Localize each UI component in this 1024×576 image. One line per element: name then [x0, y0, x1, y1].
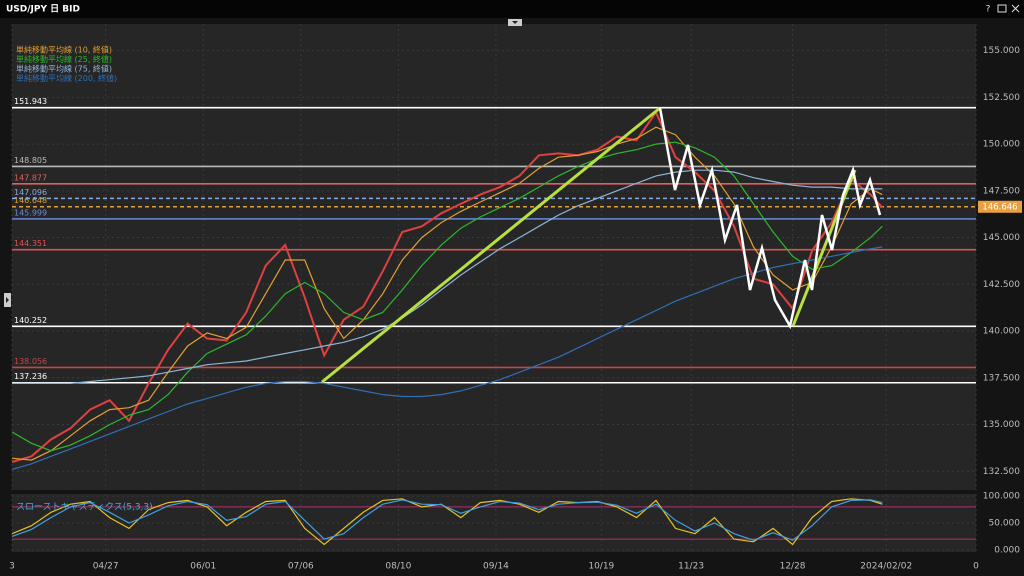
y-tick-label: 100.000: [983, 492, 1020, 502]
legend-entry: 単純移動平均線 (200, 終値): [16, 73, 117, 83]
series-line: [11, 498, 883, 546]
y-tick-label: 132.500: [983, 467, 1020, 477]
x-tick-label: 04/27: [93, 562, 119, 572]
side-icon: [6, 297, 9, 303]
series-line: [11, 246, 883, 470]
x-tick-label: 12/28: [780, 562, 806, 572]
legend-entry: 単純移動平均線 (10, 終値): [16, 45, 112, 55]
close-button[interactable]: [1011, 4, 1020, 13]
y-tick-label: 152.500: [983, 93, 1020, 103]
level-label: 137.236: [14, 372, 47, 381]
level-label: 147.096: [14, 188, 47, 197]
trend-line: [321, 106, 661, 384]
level-label: 138.056: [14, 357, 47, 366]
title-bar: [0, 0, 1024, 18]
collapse-icon: [512, 21, 518, 24]
level-label: 151.943: [14, 97, 47, 106]
plot-layer: 132.500 135.000 137.500 140.000 142.500 145.0…: [9, 24, 1022, 572]
x-tick-label: 06/01: [190, 562, 216, 572]
y-tick-label: 147.500: [983, 186, 1020, 196]
level-label: 147.877: [14, 173, 47, 182]
level-label: 145.999: [14, 208, 47, 217]
x-tick-label: 3: [9, 562, 15, 572]
zigzag-line: [658, 107, 882, 330]
series-line: [11, 141, 883, 452]
x-tick-label: 2024/02/02: [860, 562, 912, 572]
y-tick-label: 142.500: [983, 280, 1020, 290]
main-plot: [12, 24, 976, 490]
level-label: 146.648: [14, 196, 47, 205]
y-tick-label: 135.000: [983, 420, 1020, 430]
legend-entry: 単純移動平均線 (75, 終値): [16, 64, 112, 74]
x-tick-label: 07/06: [288, 562, 314, 572]
series-line: [11, 126, 883, 461]
trend-line: [791, 169, 857, 327]
x-tick-label: 11/23: [678, 562, 704, 572]
level-label: 144.351: [14, 239, 47, 248]
level-label: 140.252: [14, 316, 47, 325]
x-tick-label: 08/10: [385, 562, 411, 572]
x-tick-label: 0: [973, 562, 979, 572]
y-tick-label: 50.000: [989, 519, 1021, 529]
help-button[interactable]: ?: [986, 5, 991, 15]
y-tick-label: 140.000: [983, 327, 1020, 337]
y-tick-label: 155.000: [983, 46, 1020, 56]
x-tick-label: 09/14: [483, 562, 509, 572]
series-line: [12, 169, 883, 384]
legend-entry: 単純移動平均線 (25, 終値): [16, 54, 112, 64]
current-price-label: 146.646: [982, 202, 1017, 212]
y-tick-label: 145.000: [983, 233, 1020, 243]
y-tick-label: 150.000: [983, 140, 1020, 150]
drawings: [321, 106, 882, 384]
y-tick-label: 0.000: [994, 545, 1020, 555]
series-line: [11, 499, 883, 541]
window-title: USD/JPY 日 BID: [6, 4, 80, 15]
y-tick-label: 137.500: [983, 373, 1020, 383]
current-price-box: [978, 200, 1022, 213]
x-tick-label: 10/19: [588, 562, 614, 572]
sub-chart-title: スローストキャスティクス(5,3,3): [16, 502, 153, 513]
maximize-button[interactable]: [997, 4, 1007, 13]
level-label: 148.805: [14, 156, 47, 165]
